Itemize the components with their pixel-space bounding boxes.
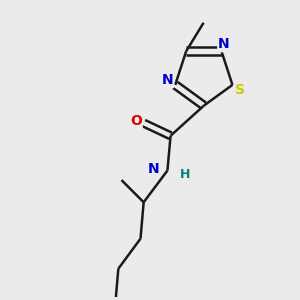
Text: N: N <box>218 37 230 51</box>
Text: N: N <box>148 162 160 176</box>
Text: N: N <box>161 73 173 87</box>
Text: H: H <box>180 168 190 181</box>
Text: S: S <box>235 82 245 97</box>
Text: O: O <box>130 114 142 128</box>
